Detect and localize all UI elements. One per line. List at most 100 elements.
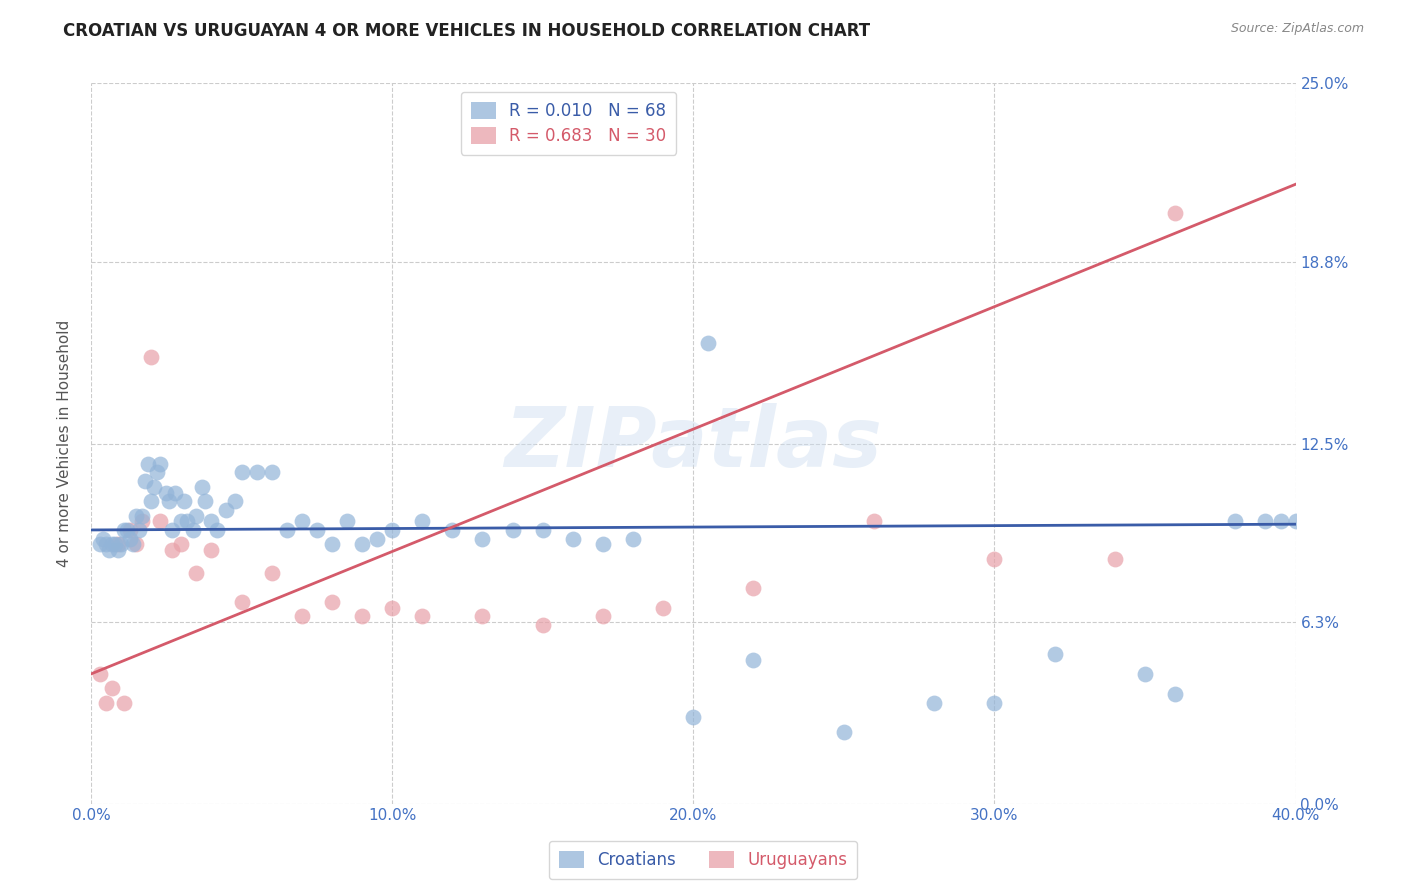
Point bbox=[682, 710, 704, 724]
Point bbox=[832, 724, 855, 739]
Point bbox=[89, 667, 111, 681]
Point bbox=[122, 537, 145, 551]
Point bbox=[224, 494, 246, 508]
Point bbox=[531, 523, 554, 537]
Point bbox=[104, 537, 127, 551]
Point bbox=[231, 595, 253, 609]
Point bbox=[215, 503, 238, 517]
Point bbox=[120, 523, 142, 537]
Point bbox=[983, 696, 1005, 710]
Point bbox=[411, 609, 433, 624]
Point bbox=[165, 485, 187, 500]
Point bbox=[131, 508, 153, 523]
Point bbox=[1270, 514, 1292, 528]
Point bbox=[141, 494, 163, 508]
Point bbox=[1164, 206, 1187, 220]
Point bbox=[231, 466, 253, 480]
Legend: Croatians, Uruguayans: Croatians, Uruguayans bbox=[548, 841, 858, 880]
Point bbox=[350, 537, 373, 551]
Point bbox=[381, 600, 404, 615]
Point bbox=[471, 609, 494, 624]
Point bbox=[162, 523, 184, 537]
Point bbox=[125, 537, 148, 551]
Point bbox=[112, 696, 135, 710]
Point bbox=[983, 551, 1005, 566]
Point bbox=[101, 537, 124, 551]
Point bbox=[141, 350, 163, 364]
Point bbox=[321, 595, 343, 609]
Point bbox=[94, 696, 117, 710]
Point bbox=[107, 543, 129, 558]
Point bbox=[1164, 687, 1187, 701]
Point bbox=[134, 474, 156, 488]
Point bbox=[321, 537, 343, 551]
Point bbox=[186, 566, 208, 581]
Text: CROATIAN VS URUGUAYAN 4 OR MORE VEHICLES IN HOUSEHOLD CORRELATION CHART: CROATIAN VS URUGUAYAN 4 OR MORE VEHICLES… bbox=[63, 22, 870, 40]
Point bbox=[131, 514, 153, 528]
Point bbox=[350, 609, 373, 624]
Point bbox=[245, 466, 267, 480]
Point bbox=[146, 466, 169, 480]
Point bbox=[173, 494, 195, 508]
Point bbox=[922, 696, 945, 710]
Point bbox=[200, 543, 222, 558]
Legend: R = 0.010   N = 68, R = 0.683   N = 30: R = 0.010 N = 68, R = 0.683 N = 30 bbox=[461, 92, 676, 155]
Point bbox=[170, 514, 193, 528]
Point bbox=[110, 537, 132, 551]
Point bbox=[1254, 514, 1277, 528]
Point bbox=[98, 543, 121, 558]
Point bbox=[1133, 667, 1156, 681]
Point bbox=[183, 523, 205, 537]
Point bbox=[441, 523, 464, 537]
Point bbox=[107, 537, 129, 551]
Point bbox=[170, 537, 193, 551]
Point bbox=[207, 523, 229, 537]
Point bbox=[143, 480, 166, 494]
Point bbox=[291, 609, 314, 624]
Point bbox=[1043, 647, 1066, 661]
Point bbox=[276, 523, 298, 537]
Point bbox=[863, 514, 886, 528]
Point bbox=[697, 335, 720, 350]
Point bbox=[411, 514, 433, 528]
Point bbox=[531, 618, 554, 632]
Point bbox=[200, 514, 222, 528]
Point bbox=[561, 532, 583, 546]
Point bbox=[305, 523, 328, 537]
Point bbox=[260, 466, 283, 480]
Point bbox=[366, 532, 388, 546]
Point bbox=[742, 581, 765, 595]
Point bbox=[176, 514, 198, 528]
Point bbox=[260, 566, 283, 581]
Point bbox=[120, 532, 142, 546]
Point bbox=[592, 609, 614, 624]
Point bbox=[101, 681, 124, 696]
Text: ZIPatlas: ZIPatlas bbox=[505, 403, 882, 484]
Point bbox=[191, 480, 214, 494]
Point bbox=[186, 508, 208, 523]
Point bbox=[94, 537, 117, 551]
Point bbox=[149, 514, 172, 528]
Point bbox=[381, 523, 404, 537]
Point bbox=[502, 523, 524, 537]
Point bbox=[336, 514, 359, 528]
Point bbox=[91, 532, 114, 546]
Point bbox=[136, 457, 159, 471]
Point bbox=[155, 485, 177, 500]
Point bbox=[1225, 514, 1247, 528]
Point bbox=[1284, 514, 1306, 528]
Point bbox=[89, 537, 111, 551]
Point bbox=[157, 494, 180, 508]
Point bbox=[291, 514, 314, 528]
Point bbox=[1104, 551, 1126, 566]
Point bbox=[652, 600, 675, 615]
Point bbox=[194, 494, 217, 508]
Text: Source: ZipAtlas.com: Source: ZipAtlas.com bbox=[1230, 22, 1364, 36]
Point bbox=[742, 652, 765, 666]
Point bbox=[149, 457, 172, 471]
Point bbox=[592, 537, 614, 551]
Point bbox=[115, 523, 138, 537]
Y-axis label: 4 or more Vehicles in Household: 4 or more Vehicles in Household bbox=[58, 320, 72, 567]
Point bbox=[162, 543, 184, 558]
Point bbox=[621, 532, 644, 546]
